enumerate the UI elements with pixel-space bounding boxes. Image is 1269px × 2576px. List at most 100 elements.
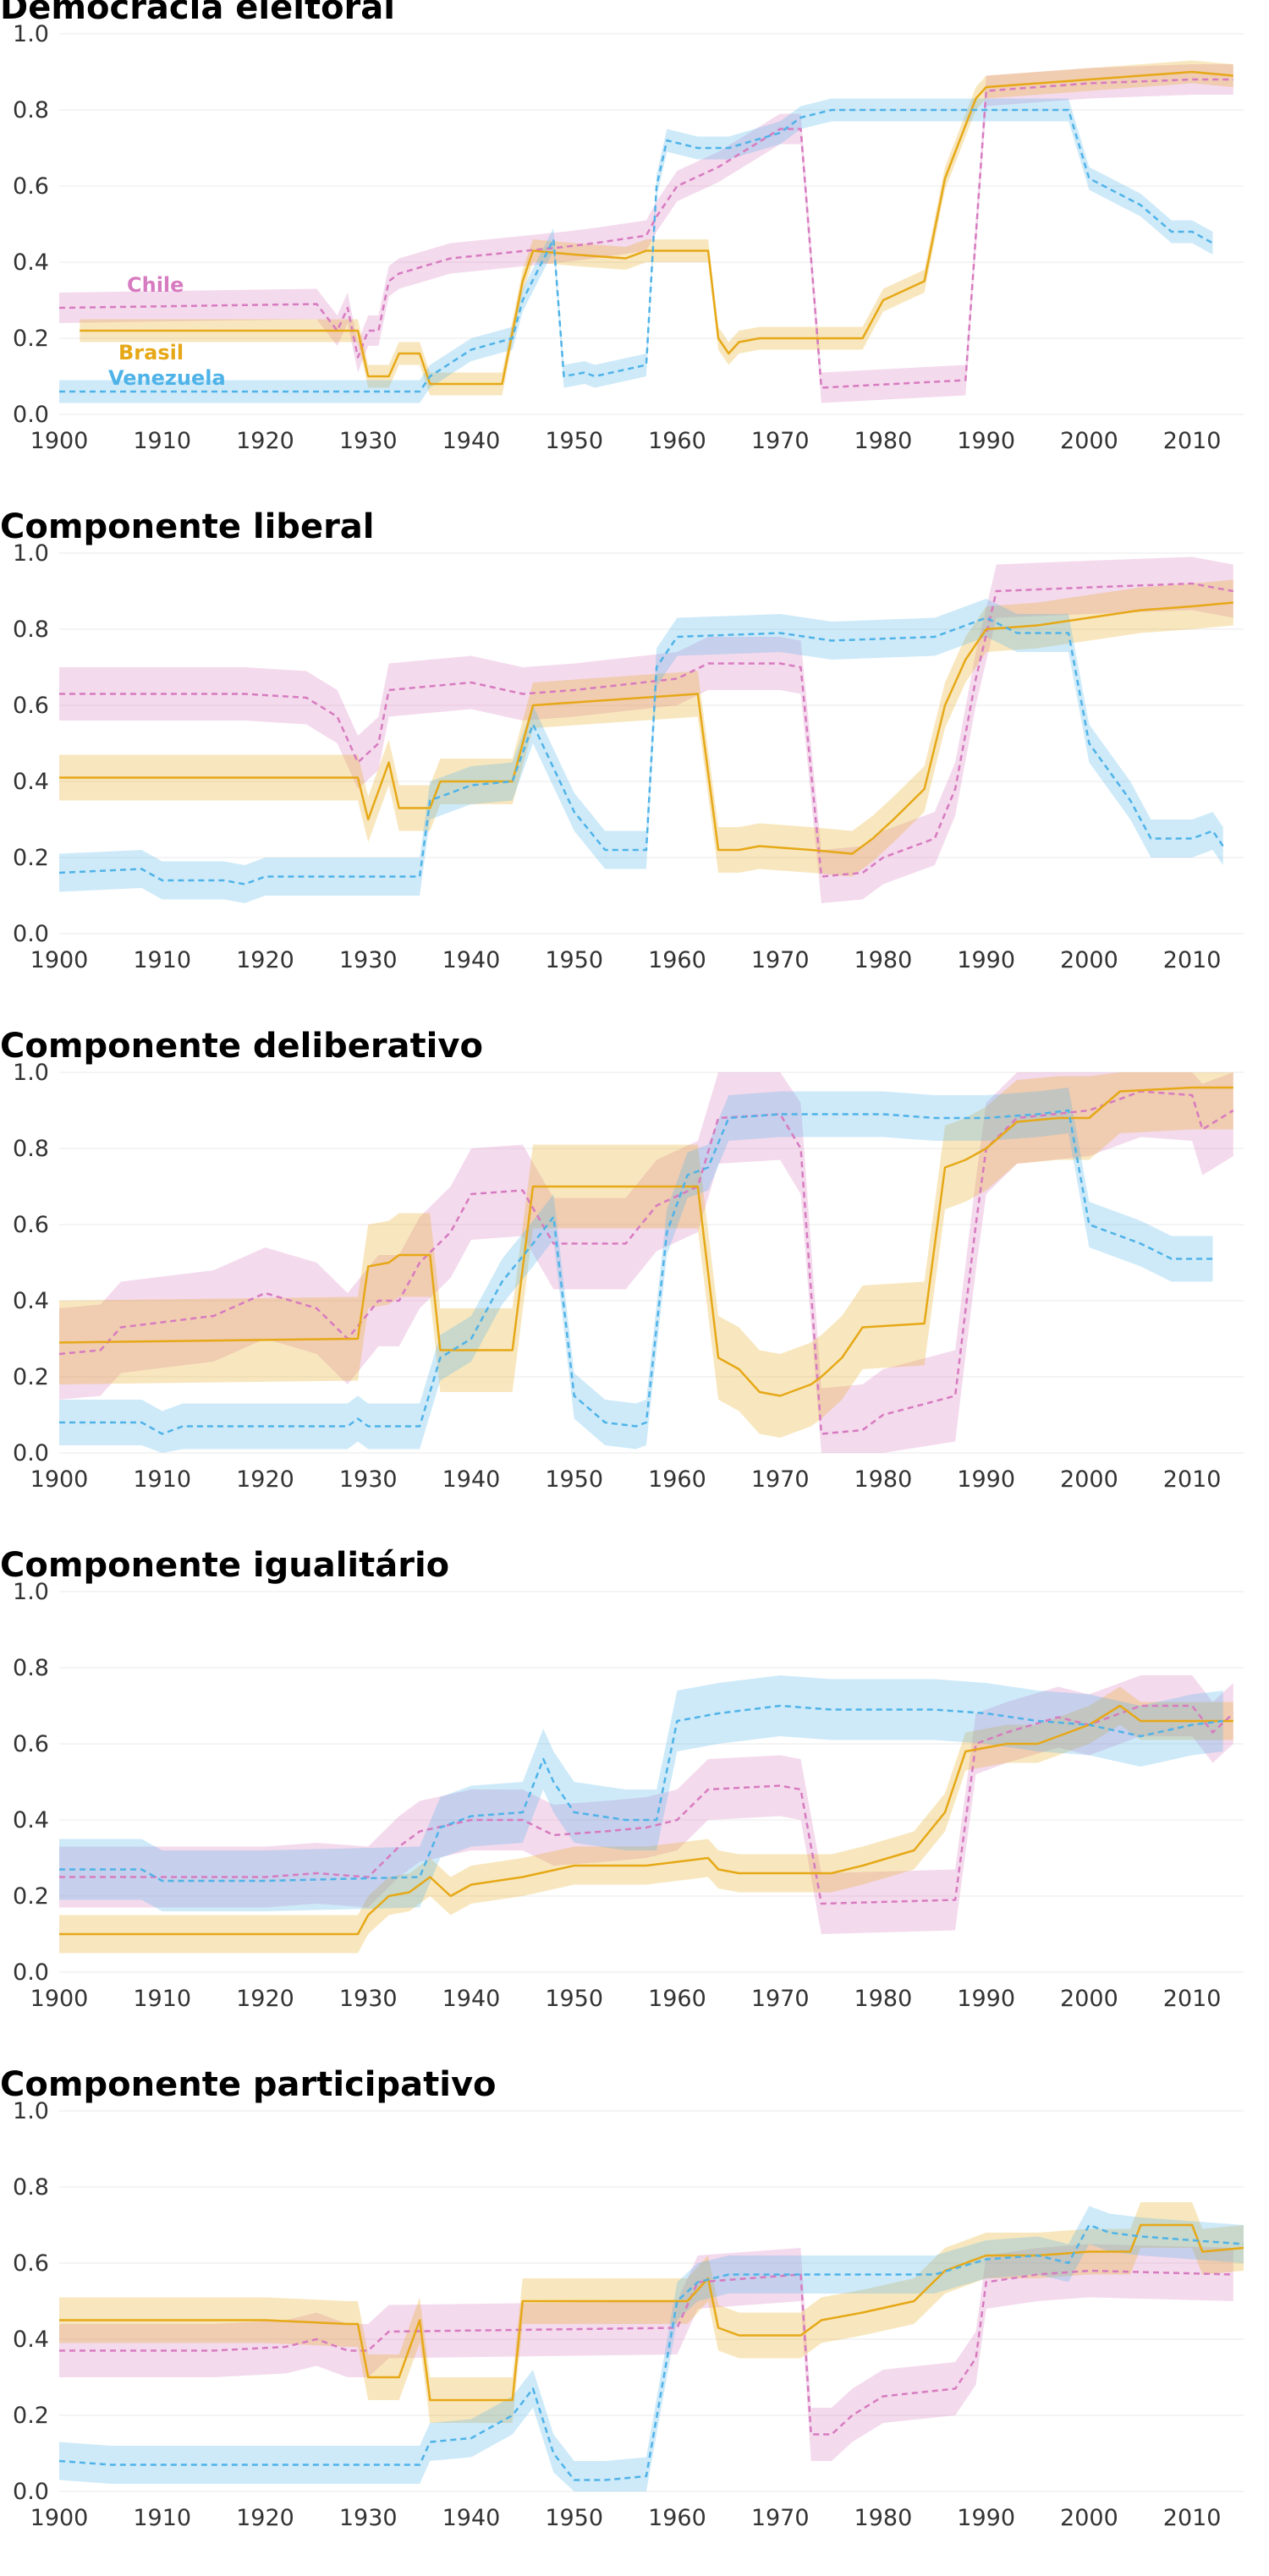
confidence-band-brasil [59,579,1233,877]
confidence-band-venezuela [59,1088,1213,1453]
y-tick-label: 1.0 [13,540,49,567]
x-tick-label: 1940 [442,2505,501,2531]
x-tick-label: 1930 [339,1986,398,2012]
series-line-brasil [80,70,1233,386]
y-tick-label: 0.8 [13,1655,49,1681]
x-tick-label: 1910 [133,428,191,454]
legend-label-venezuela: Venezuela [108,366,226,390]
y-tick-label: 0.0 [13,1959,49,1986]
series-line-venezuela [58,617,1224,885]
series-line-venezuela [59,108,1214,393]
series-line-venezuela [58,2223,1244,2481]
x-tick-label: 2010 [1163,947,1222,973]
x-tick-label: 1980 [854,1986,913,2012]
y-tick-label: 0.2 [13,2403,49,2429]
x-tick-label: 1970 [751,1986,810,2012]
y-tick-label: 1.0 [13,21,49,47]
confidence-band-chile [59,2244,1233,2461]
chart-panel-electoral-democracy: Democracia eleitoral 0.0 0.2 0.4 0.6 0.8 1.0 1… [0,0,1269,499]
chart-title: Componente liberal [0,507,375,546]
confidence-band-venezuela [59,599,1223,903]
chart-plot: 0.0 0.2 0.4 0.6 0.8 1.0 1900 1910 1920 1930 1940 19… [13,21,1244,454]
x-tick-label: 1920 [236,1986,294,2012]
y-tick-label: 0.8 [13,617,49,643]
x-tick-label: 1980 [854,1466,913,1493]
x-tick-label: 1950 [545,947,603,973]
series-line-chile [59,582,1234,878]
chart-plot: 0.0 0.2 0.4 0.6 0.8 1.0 1900 1910 1920 1930 1940 19… [13,2098,1244,2531]
x-tick-label: 1960 [648,2505,706,2531]
series-line-venezuela [59,1109,1213,1435]
confidence-band-venezuela [59,2206,1244,2491]
x-tick-label: 2010 [1163,2505,1222,2531]
confidence-band-brasil [59,2202,1244,2423]
y-tick-label: 0.2 [13,1883,49,1910]
legend-label-chile: Chile [127,273,184,297]
x-tick-label: 2010 [1163,1466,1222,1493]
chart-plot: 0.0 0.2 0.4 0.6 0.8 1.0 1900 1910 1920 1930 1940 19… [13,1060,1244,1493]
y-tick-label: 0.6 [13,1731,49,1757]
x-tick-label: 1990 [957,947,1015,973]
x-tick-label: 1960 [648,428,706,454]
confidence-band-chile [59,1675,1233,1934]
x-tick-label: 1900 [30,947,89,973]
y-tick-label: 0.4 [13,769,49,795]
x-tick-label: 1930 [339,1466,398,1493]
x-tick-label: 1900 [30,1466,89,1493]
y-tick-label: 0.0 [13,2479,49,2505]
x-tick-label: 2000 [1060,1986,1118,2012]
confidence-band-chile [59,1072,1233,1453]
x-tick-label: 1950 [545,428,603,454]
series-line-brasil [58,1086,1233,1397]
chart-plot: 0.0 0.2 0.4 0.6 0.8 1.0 1900 1910 1920 1930 1940 19… [13,540,1244,973]
x-tick-label: 2000 [1060,947,1118,973]
y-tick-label: 0.0 [13,402,49,428]
x-tick-label: 1940 [442,1986,501,2012]
y-tick-label: 0.2 [13,845,49,871]
confidence-band-brasil [59,1686,1233,1954]
series-line-brasil [59,601,1233,855]
x-tick-label: 1940 [442,947,501,973]
chart-title: Democracia eleitoral [0,0,395,27]
x-tick-label: 1990 [957,428,1015,454]
x-tick-label: 1920 [236,428,294,454]
x-tick-label: 1970 [751,1466,810,1493]
series-line-venezuela [59,1704,1223,1883]
y-tick-label: 0.0 [13,921,49,947]
x-tick-label: 1930 [339,428,398,454]
x-tick-label: 1910 [133,947,191,973]
x-tick-label: 1980 [854,2505,913,2531]
x-tick-label: 1940 [442,1466,501,1493]
x-tick-label: 1920 [236,1466,294,1493]
x-tick-label: 1910 [133,1986,191,2012]
y-tick-label: 0.2 [13,326,49,352]
chart-title: Componente igualitário [0,1546,450,1585]
x-tick-label: 1960 [648,947,706,973]
chart-panel-deliberative-component: Componente deliberativo 0.0 0.2 0.4 0.6 0.8 1… [0,1027,1269,1537]
x-tick-label: 1990 [957,1986,1015,2012]
y-tick-label: 0.4 [13,1288,49,1314]
x-tick-label: 1900 [30,428,89,454]
x-tick-label: 1950 [545,2505,603,2531]
x-tick-label: 1940 [442,428,501,454]
y-tick-label: 0.2 [13,1364,49,1390]
y-tick-label: 0.6 [13,693,49,719]
x-tick-label: 1960 [648,1466,706,1493]
x-tick-label: 1930 [339,947,398,973]
chart-title: Componente deliberativo [0,1027,483,1066]
y-tick-label: 0.6 [13,1212,49,1238]
x-tick-label: 2000 [1060,1466,1118,1493]
confidence-band-brasil [59,1072,1233,1438]
x-tick-label: 1900 [30,1986,89,2012]
x-tick-label: 1980 [854,947,913,973]
x-tick-label: 1910 [133,2505,191,2531]
chart-panel-participatory-component: Componente participativo 0.0 0.2 0.4 0.6 0.8… [0,2065,1269,2576]
series-line-chile [58,1090,1234,1435]
chart-panel-liberal-component: Componente liberal 0.0 0.2 0.4 0.6 0.8 1.0 190… [0,507,1269,1018]
y-tick-label: 0.6 [13,2250,49,2277]
y-tick-label: 1.0 [13,2098,49,2124]
x-tick-label: 2010 [1163,1986,1222,2012]
x-tick-label: 1970 [751,2505,810,2531]
series-line-brasil [59,2223,1244,2402]
y-tick-label: 0.8 [13,2174,49,2201]
